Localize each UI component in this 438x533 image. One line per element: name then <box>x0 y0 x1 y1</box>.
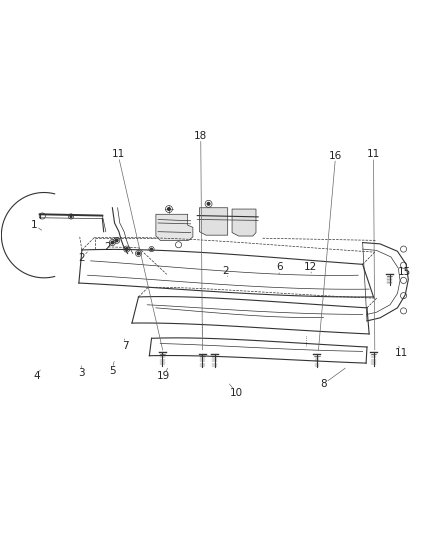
Circle shape <box>137 252 140 255</box>
Text: 16: 16 <box>329 150 342 160</box>
Text: 19: 19 <box>157 371 170 381</box>
Text: 3: 3 <box>78 368 85 378</box>
Circle shape <box>70 215 72 217</box>
Text: 2: 2 <box>105 242 111 252</box>
Circle shape <box>125 248 128 251</box>
Circle shape <box>151 248 152 250</box>
Circle shape <box>111 241 114 244</box>
Text: 2: 2 <box>222 266 229 276</box>
Polygon shape <box>156 214 193 240</box>
Text: 5: 5 <box>109 366 116 376</box>
Text: 2: 2 <box>78 253 85 263</box>
Text: 6: 6 <box>277 262 283 272</box>
Text: 4: 4 <box>34 371 40 381</box>
Text: 11: 11 <box>111 149 125 159</box>
Text: 12: 12 <box>304 262 317 271</box>
Text: 1: 1 <box>31 220 37 230</box>
Circle shape <box>207 203 210 205</box>
Text: 18: 18 <box>194 131 207 141</box>
Text: 7: 7 <box>122 341 129 351</box>
Polygon shape <box>232 209 256 236</box>
Text: 10: 10 <box>230 387 243 398</box>
Polygon shape <box>199 208 228 235</box>
Circle shape <box>116 239 118 241</box>
Text: 15: 15 <box>397 267 410 277</box>
Text: 11: 11 <box>367 149 380 159</box>
Text: 11: 11 <box>395 348 408 358</box>
Text: 8: 8 <box>320 379 327 389</box>
Circle shape <box>168 208 170 211</box>
